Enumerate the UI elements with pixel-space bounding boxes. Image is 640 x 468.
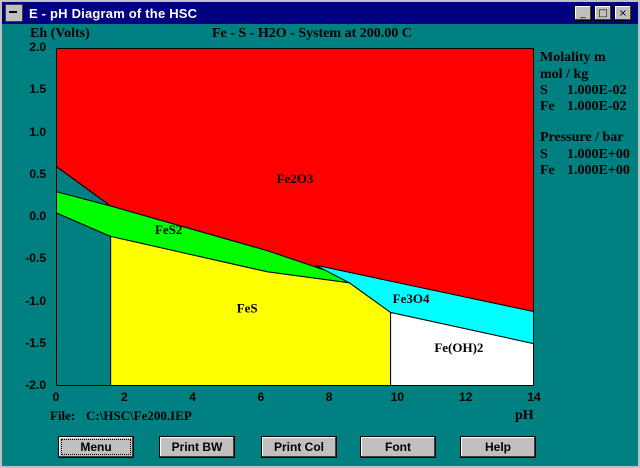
y-tick-label: 0.5 [29,166,46,181]
region-label: Fe(OH)2 [434,340,483,355]
phase-regions [56,48,534,386]
title-bar[interactable]: E - pH Diagram of the HSC _ □ × [2,2,638,24]
pressure-s-value: 1.000E+00 [567,147,630,162]
diagram-client-area: Eh (Volts) Fe - S - H2O - System at 200.… [2,24,638,466]
molality-fe-value: 1.000E-02 [567,99,627,114]
boundary-line [56,212,111,237]
file-path: C:\HSC\Fe200.IEP [86,408,192,423]
font-button[interactable]: Font [360,436,436,458]
region-fe-oh-2 [390,311,534,386]
help-button[interactable]: Help [460,436,536,458]
plot-frame [56,48,534,386]
system-menu-icon[interactable] [5,4,23,22]
y-tick-label: 2.0 [29,40,46,54]
region-label: FeS2 [155,222,182,237]
pressure-fe-value: 1.000E+00 [567,163,630,178]
file-label: File: [50,408,76,423]
y-tick-label: 1.5 [29,82,46,97]
maximize-icon[interactable]: □ [594,5,612,21]
x-tick-label: 12 [459,390,473,404]
y-tick-label: 0.0 [29,209,46,223]
close-icon[interactable]: × [614,5,632,21]
y-tick-label: 1.0 [29,124,46,139]
x-axis-label: pH [515,408,534,423]
y-tick-label: -0.5 [25,251,46,266]
boundary-lines [56,165,111,237]
boundary-line [56,165,111,207]
region-label: Fe3O4 [393,291,430,306]
pressure-title: Pressure / bar [540,130,624,145]
x-tick-label: 8 [325,390,333,404]
window-controls: _ □ × [574,5,632,21]
print-bw-button[interactable]: Print BW [159,436,235,458]
y-tick-label: -2.0 [25,378,46,392]
molality-title: Molality m [540,50,606,65]
x-tick-label: 0 [52,390,60,404]
y-axis-label: Eh (Volts) [30,26,90,41]
molality-s-element: S [540,83,548,98]
x-tick-label: 6 [257,390,265,404]
region-labels: Fe2O3 FeS2 FeS Fe3O4 Fe(OH)2 [155,171,483,355]
molality-s-value: 1.000E-02 [567,83,627,98]
minimize-icon[interactable]: _ [574,5,592,21]
pressure-s-element: S [540,147,548,162]
pressure-fe-element: Fe [540,163,555,178]
y-tick-label: -1.5 [25,335,46,350]
x-tick-label: 2 [120,390,128,404]
region-label: FeS [237,300,258,315]
menu-button[interactable]: Menu [58,436,134,458]
window-title: E - pH Diagram of the HSC [29,5,198,21]
x-tick-label: 14 [527,390,541,404]
eh-ph-plot[interactable]: Fe2O3 FeS2 FeS Fe3O4 Fe(OH)2 [56,48,534,386]
print-col-button[interactable]: Print Col [261,436,337,458]
x-tick-label: 10 [390,390,405,404]
y-tick-label: -1.0 [25,293,46,308]
molality-fe-element: Fe [540,99,555,114]
x-tick-label: 4 [189,390,196,404]
system-title: Fe - S - H2O - System at 200.00 C [212,26,412,41]
molality-units: mol / kg [540,67,589,82]
region-label: Fe2O3 [277,171,314,186]
